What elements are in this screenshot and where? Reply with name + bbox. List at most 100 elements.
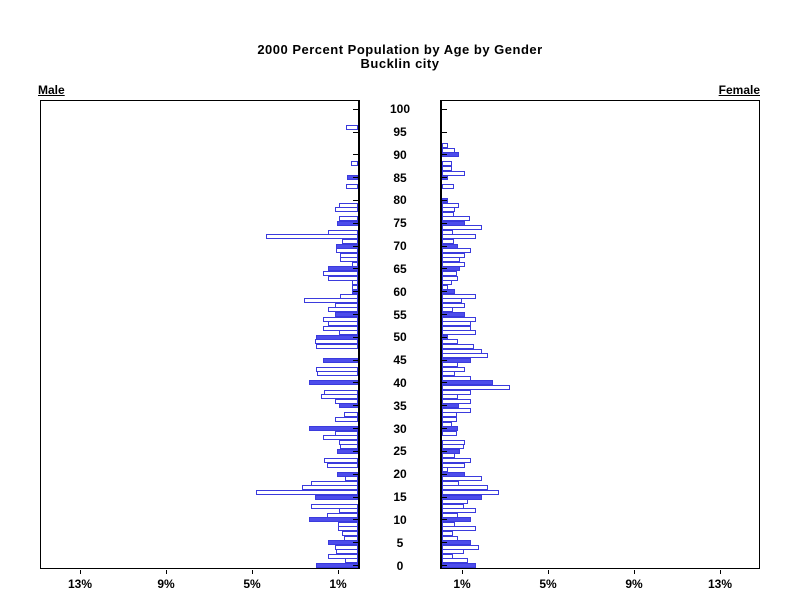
age-tick-label-25: 25 xyxy=(393,444,407,459)
bar-female-age-17 xyxy=(442,485,488,491)
age-tick-male-30 xyxy=(353,428,358,430)
age-tick-label-10: 10 xyxy=(393,512,407,527)
bar-male-age-22 xyxy=(327,462,358,468)
bar-female-age-63 xyxy=(442,275,458,281)
bar-male-age-43 xyxy=(316,366,358,372)
age-tick-label-30: 30 xyxy=(393,421,407,436)
age-tick-label-95: 95 xyxy=(393,125,407,139)
pct-tick-female-1% xyxy=(462,570,463,574)
bar-female-age-87 xyxy=(442,166,452,172)
bar-female-age-7 xyxy=(442,531,453,537)
bar-male-age-33 xyxy=(344,412,358,418)
bar-female-age-57 xyxy=(442,302,465,308)
bar-male-age-17 xyxy=(302,485,358,491)
age-tick-label-80: 80 xyxy=(393,193,407,208)
pct-tick-label-female-13%: 13% xyxy=(707,577,733,591)
bar-female-age-54 xyxy=(442,316,476,322)
pct-tick-female-5% xyxy=(548,570,549,574)
bar-male-age-71 xyxy=(342,239,358,245)
bar-female-age-73 xyxy=(442,229,453,235)
bar-female-age-49 xyxy=(442,339,458,345)
bar-male-age-66 xyxy=(352,261,358,267)
bar-female-age-47 xyxy=(442,348,482,354)
bar-female-age-26 xyxy=(442,444,464,450)
bar-male-age-8 xyxy=(338,526,358,532)
age-tick-female-15 xyxy=(442,496,447,498)
age-tick-male-15 xyxy=(353,496,358,498)
bar-female-age-9 xyxy=(442,521,455,527)
bar-female-age-53 xyxy=(442,321,471,327)
pct-tick-female-9% xyxy=(634,570,635,574)
age-tick-male-0 xyxy=(353,565,358,566)
bar-male-age-38 xyxy=(324,389,358,395)
bar-male-age-2 xyxy=(328,553,358,559)
age-tick-female-45 xyxy=(442,359,447,361)
chart-subtitle: Bucklin city xyxy=(360,56,440,71)
age-tick-male-35 xyxy=(353,405,358,407)
bar-male-age-32 xyxy=(335,416,358,422)
bar-female-age-0 xyxy=(442,563,476,568)
age-tick-female-60 xyxy=(442,291,447,293)
bar-female-age-72 xyxy=(442,234,476,240)
age-tick-label-45: 45 xyxy=(393,353,407,368)
bar-female-age-64 xyxy=(442,270,457,276)
bar-male-age-27 xyxy=(339,439,358,445)
bar-female-age-77 xyxy=(442,211,454,217)
bar-male-age-96 xyxy=(346,124,358,130)
bar-male-age-6 xyxy=(344,535,358,541)
age-tick-male-55 xyxy=(353,314,358,316)
bar-male-age-53 xyxy=(328,321,358,327)
bar-male-age-64 xyxy=(323,270,358,276)
age-tick-male-20 xyxy=(353,473,358,475)
age-tick-male-50 xyxy=(353,336,358,338)
bar-female-age-14 xyxy=(442,499,468,505)
bar-male-age-11 xyxy=(327,512,358,518)
bar-female-age-51 xyxy=(442,330,476,336)
bar-female-age-33 xyxy=(442,412,457,418)
age-tick-male-65 xyxy=(353,268,358,270)
bar-male-age-76 xyxy=(339,216,358,222)
age-tick-female-75 xyxy=(442,222,447,224)
bar-female-age-76 xyxy=(442,216,470,222)
age-tick-label-60: 60 xyxy=(393,284,407,299)
bar-female-age-2 xyxy=(442,553,453,559)
bar-male-age-12 xyxy=(339,508,358,514)
age-tick-label-15: 15 xyxy=(393,490,407,505)
age-tick-female-10 xyxy=(442,519,447,521)
bar-male-age-18 xyxy=(311,480,358,486)
bar-female-age-86 xyxy=(442,170,465,176)
age-tick-label-90: 90 xyxy=(393,147,407,162)
bar-female-age-22 xyxy=(442,462,465,468)
bar-male-age-16 xyxy=(256,489,358,495)
bar-female-age-31 xyxy=(442,421,452,427)
bar-female-age-74 xyxy=(442,225,482,231)
age-tick-female-65 xyxy=(442,268,447,270)
bar-male-age-59 xyxy=(340,293,358,299)
bar-female-age-21 xyxy=(442,467,448,473)
age-tick-label-0: 0 xyxy=(396,558,404,573)
chart-title: 2000 Percent Population by Age by Gender xyxy=(257,42,543,57)
age-tick-label-65: 65 xyxy=(393,261,407,276)
bar-male-age-79 xyxy=(339,202,358,208)
age-tick-female-80 xyxy=(442,199,447,201)
age-tick-label-50: 50 xyxy=(393,330,407,345)
bar-female-age-18 xyxy=(442,480,459,486)
bar-male-age-83 xyxy=(346,184,358,190)
bar-male-age-13 xyxy=(311,503,358,509)
bar-male-age-48 xyxy=(316,343,358,349)
bar-female-age-19 xyxy=(442,476,482,482)
bar-female-age-44 xyxy=(442,362,458,368)
bar-female-age-29 xyxy=(442,430,457,436)
bar-female-age-34 xyxy=(442,407,471,413)
age-tick-label-55: 55 xyxy=(393,307,407,322)
age-tick-male-10 xyxy=(353,519,358,521)
pct-tick-label-female-5%: 5% xyxy=(539,577,557,591)
bar-male-age-29 xyxy=(335,430,358,436)
bar-female-age-42 xyxy=(442,371,455,377)
bar-female-age-92 xyxy=(442,143,448,149)
age-tick-male-80 xyxy=(353,199,358,201)
bar-male-age-28 xyxy=(323,435,358,441)
bar-female-age-36 xyxy=(442,398,471,404)
bar-male-age-30 xyxy=(309,426,358,432)
age-tick-female-70 xyxy=(442,245,447,247)
